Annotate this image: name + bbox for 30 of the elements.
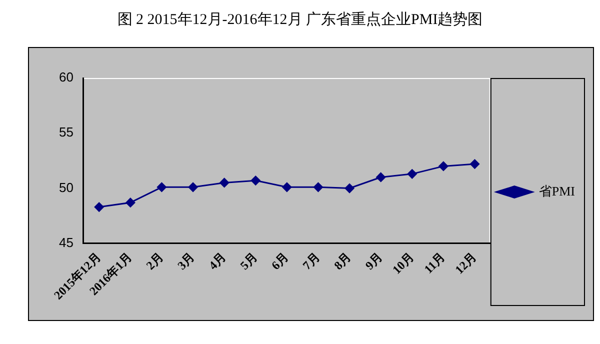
y-tick-label: 55 [58,124,74,140]
x-tick-label: 5月 [237,250,260,273]
x-tick-label: 6月 [268,250,292,273]
x-tick-label: 10月 [390,250,416,277]
x-tick-label: 9月 [362,250,386,273]
point [470,159,480,169]
point [94,202,104,212]
x-tick-label: 8月 [331,250,354,273]
x-tick-label: 7月 [300,250,323,273]
y-tick-label: 45 [58,234,74,250]
point [282,182,292,192]
x-tick-label: 12月 [452,250,480,277]
chart-title: 图 2 2015年12月-2016年12月 广东省重点企业PMI趋势图 [116,10,484,30]
point [344,184,354,194]
point [313,182,323,192]
point [250,176,260,186]
x-tick-label: 11月 [421,250,448,276]
point [376,172,386,182]
point [407,169,417,179]
legend-label: 省PMI [538,183,576,198]
point [438,161,448,171]
point [220,178,230,188]
x-tick-label: 4月 [206,250,229,273]
point [156,182,166,192]
y-tick-label: 60 [58,70,74,85]
point [126,198,136,208]
x-tick-label: 3月 [174,250,198,273]
y-tick-label: 50 [58,180,74,195]
x-tick-label: 2月 [143,250,166,273]
point [188,182,198,192]
